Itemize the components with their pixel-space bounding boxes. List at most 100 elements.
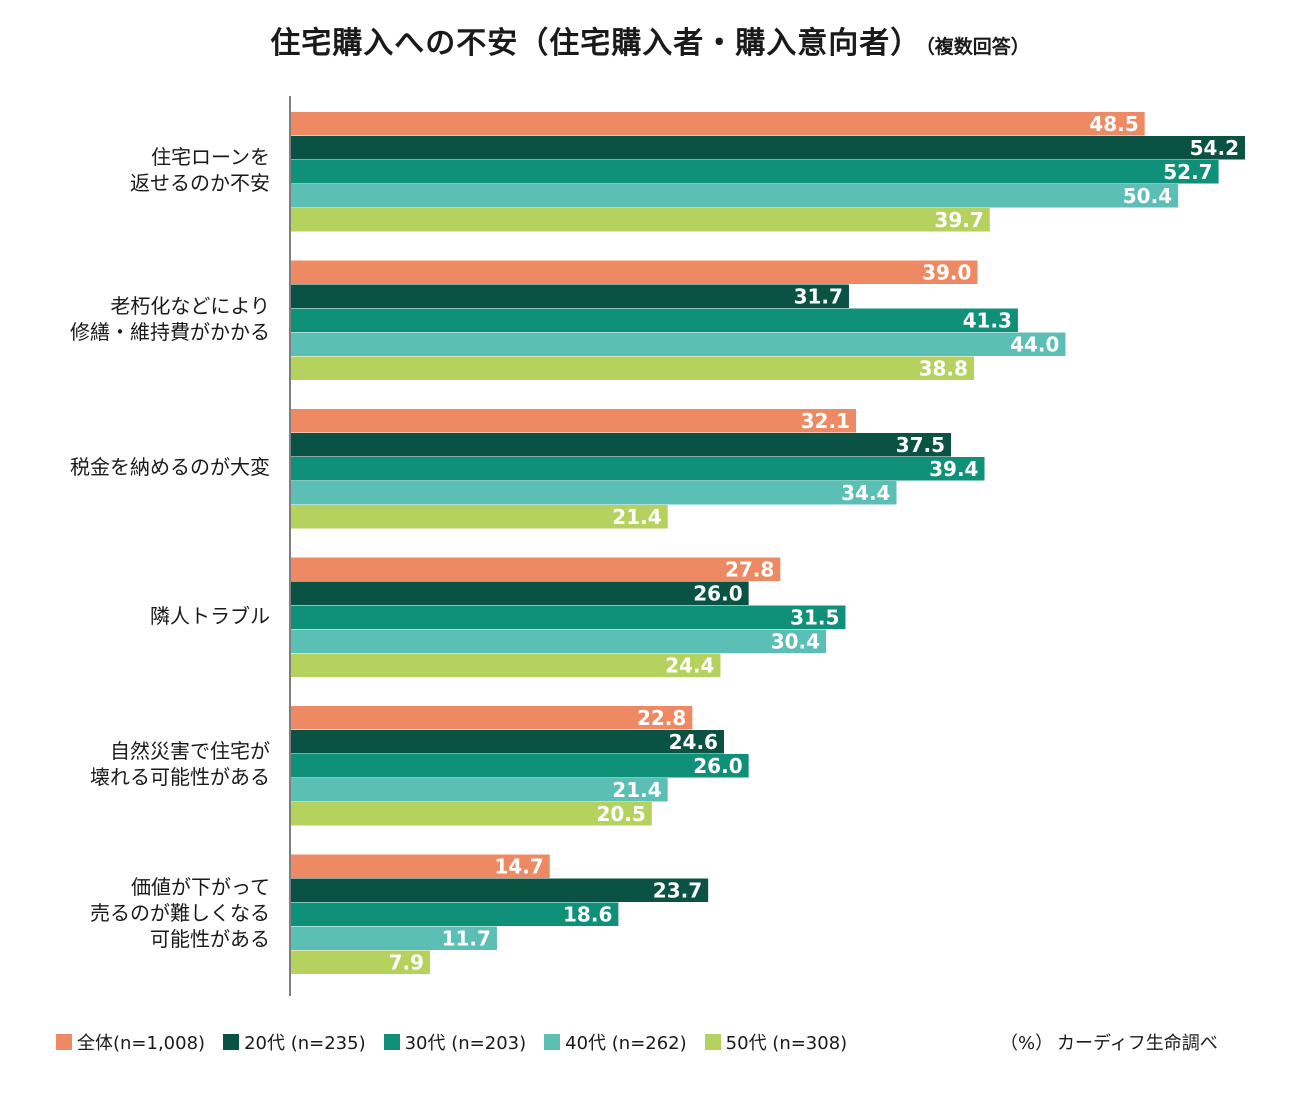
- bar-value-label: 44.0: [1010, 332, 1059, 356]
- bar: [291, 653, 721, 677]
- bar: [291, 112, 1145, 136]
- bar-value-label: 39.7: [934, 208, 983, 232]
- legend-swatch: [383, 1034, 400, 1050]
- bar: [291, 260, 978, 284]
- bar-value-label: 21.4: [612, 505, 661, 529]
- bar: [291, 409, 857, 433]
- legend-item: 全体(n=1,008): [56, 1029, 205, 1055]
- bar-group: 27.826.0 31.530.4 24.4: [291, 557, 846, 677]
- bar: [291, 581, 749, 605]
- legend-label: 全体(n=1,008): [77, 1033, 206, 1054]
- bar-value-label: 32.1: [801, 409, 850, 433]
- bar: [291, 629, 827, 653]
- bar-group: 14.7 23.7 18.6 11.7 7.9: [291, 854, 709, 974]
- bar-value-label: 30.4: [771, 629, 820, 653]
- bar-group: 39.0 31.7 41.344.0 38.8: [291, 260, 1066, 380]
- category-label-line: 老朽化などにより: [110, 293, 270, 318]
- unit-note: （%）: [1000, 1033, 1054, 1054]
- chart-subtitle: （複数回答）: [925, 36, 1030, 58]
- bar-value-label: 27.8: [725, 557, 774, 581]
- category-label-line: 自然災害で住宅が: [110, 739, 270, 763]
- bar-value-label: 26.0: [693, 754, 742, 778]
- bar: [291, 160, 1219, 184]
- category-label-line: 隣人トラブル: [150, 603, 270, 628]
- bar: [291, 950, 431, 974]
- bar: [291, 854, 550, 878]
- bar: [291, 505, 668, 529]
- bar: [291, 754, 749, 778]
- bar: [291, 481, 897, 505]
- bar-group: 32.1 37.539.4 34.4 21.4: [291, 409, 985, 529]
- bar-value-label: 48.5: [1089, 112, 1138, 136]
- bar-value-label: 39.0: [922, 260, 971, 284]
- bar: [291, 557, 781, 581]
- bar-value-label: 31.7: [794, 284, 843, 308]
- legend-swatch: [223, 1034, 240, 1050]
- legend-label: 20代 (n=235): [244, 1033, 366, 1054]
- bar-value-label: 18.6: [563, 902, 612, 926]
- category-label-line: 税金を納めるのが大変: [70, 455, 270, 479]
- bar: [291, 208, 990, 232]
- category-label: 隣人トラブル: [150, 603, 270, 629]
- bar: [291, 878, 709, 902]
- bar: [291, 926, 497, 950]
- bar: [291, 433, 952, 457]
- bar-value-label: 38.8: [919, 356, 968, 380]
- legend-swatch: [544, 1034, 561, 1050]
- bar-value-label: 52.7: [1163, 160, 1212, 184]
- category-label-line: 可能性がある: [150, 926, 270, 951]
- bar-value-label: 14.7: [494, 854, 543, 878]
- legend-label: 40代 (n=262): [565, 1033, 687, 1054]
- bar: [291, 136, 1245, 160]
- bar: [291, 778, 668, 802]
- bar-value-label: 24.4: [665, 653, 714, 677]
- bar-value-label: 23.7: [653, 878, 702, 902]
- bar: [291, 332, 1066, 356]
- category-label-line: 売るのが難しくなる: [90, 900, 270, 925]
- legend-swatch: [56, 1034, 72, 1050]
- bar-value-label: 20.5: [596, 802, 645, 826]
- chart-title-main: 住宅購入への不安（住宅購入者・購入意向者）: [270, 26, 922, 61]
- legend-item: 40代 (n=262): [544, 1029, 687, 1055]
- bar-value-label: 7.9: [389, 950, 424, 974]
- category-label: 価値が下がって 売るのが難しくなる 可能性がある: [90, 874, 270, 952]
- bar: [291, 308, 1018, 332]
- bar-value-label: 11.7: [442, 926, 491, 950]
- bar-value-label: 26.0: [693, 581, 742, 605]
- bar-value-label: 34.4: [841, 481, 890, 505]
- legend-item: 20代 (n=235): [223, 1029, 366, 1055]
- bar: [291, 457, 985, 481]
- legend-label: 50代 (n=308): [725, 1033, 848, 1054]
- category-label: 老朽化などにより 修繕・維持費がかかる: [70, 293, 270, 345]
- bar-group: 48.5 54.252.750.4 39.7: [291, 112, 1245, 232]
- bar-value-label: 22.8: [637, 706, 686, 730]
- bar-value-label: 50.4: [1123, 184, 1172, 208]
- bar: [291, 284, 849, 308]
- category-label-line: 壊れる可能性がある: [90, 765, 270, 789]
- bar: [291, 902, 619, 926]
- source-note: カーディフ生命調べ: [1057, 1033, 1218, 1054]
- category-label-line: 価値が下がって: [131, 874, 270, 899]
- bar-value-label: 21.4: [612, 778, 661, 802]
- legend-swatch: [704, 1034, 721, 1050]
- bar-value-label: 54.2: [1190, 136, 1239, 160]
- category-label: 自然災害で住宅が 壊れる可能性がある: [90, 738, 270, 790]
- category-label-line: 修繕・維持費がかかる: [70, 319, 270, 344]
- bar-group: 22.824.626.0 21.420.5: [291, 706, 749, 826]
- category-label: 税金を納めるのが大変: [70, 454, 270, 480]
- category-label-line: 住宅ローンを: [151, 145, 270, 169]
- bar-value-label: 39.4: [929, 457, 978, 481]
- chart-title: 住宅購入への不安（住宅購入者・購入意向者） （複数回答）: [0, 18, 1300, 62]
- legend-item: 30代 (n=203): [383, 1029, 526, 1055]
- category-label-line: 返せるのか不安: [130, 171, 270, 195]
- bar: [291, 605, 846, 629]
- bar: [291, 802, 652, 826]
- legend-item: 50代 (n=308): [704, 1029, 848, 1055]
- bar-value-label: 31.5: [790, 605, 839, 629]
- bar: [291, 706, 693, 730]
- bar-value-label: 41.3: [963, 308, 1012, 332]
- bar-value-label: 24.6: [669, 730, 718, 754]
- bar-value-label: 37.5: [896, 433, 945, 457]
- legend: 全体(n=1,008) 20代 (n=235) 30代 (n=203) 40代 (n=…: [56, 1028, 865, 1056]
